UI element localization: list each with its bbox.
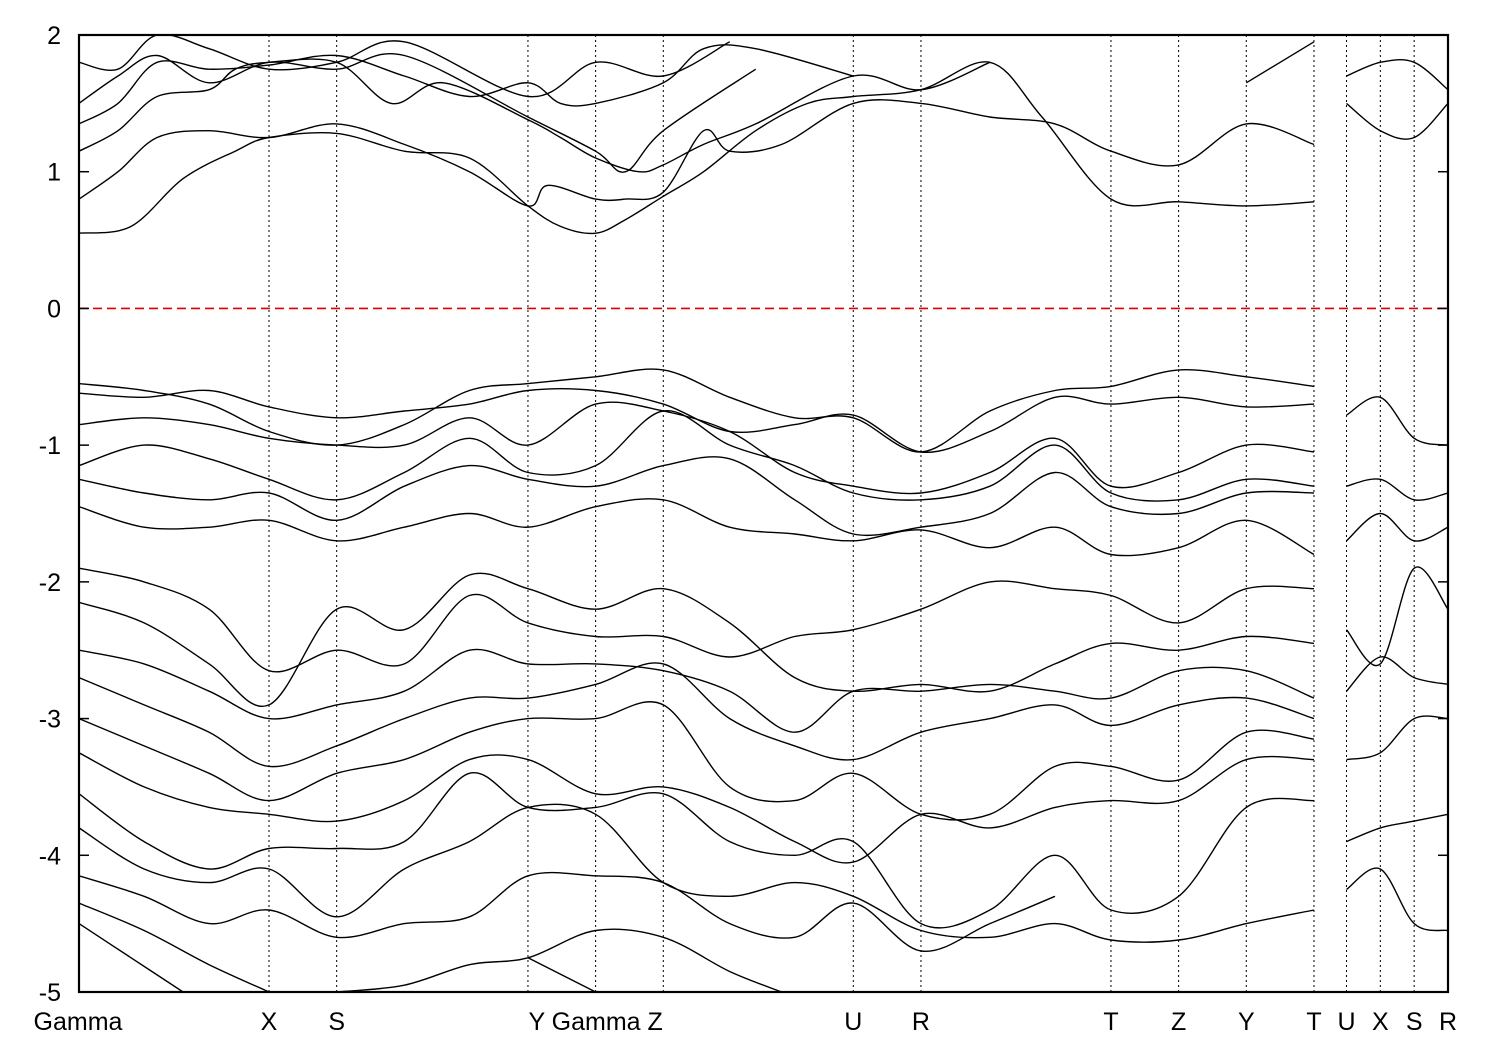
y-tick-label: 2 xyxy=(47,22,61,50)
band-line xyxy=(1346,512,1448,542)
x-kpoint-label: U xyxy=(844,1008,862,1036)
x-kpoint-label: Gamma xyxy=(34,1008,123,1036)
band-line xyxy=(79,401,1315,495)
x-kpoint-label: R xyxy=(912,1008,930,1036)
y-tick-label: -2 xyxy=(39,569,61,597)
band-line xyxy=(79,53,757,173)
x-kpoint-label: R xyxy=(1439,1008,1457,1036)
band-line xyxy=(527,957,596,992)
band-line xyxy=(1345,656,1448,692)
band-line xyxy=(79,368,1315,453)
band-line xyxy=(79,498,1315,557)
band-line xyxy=(1346,867,1448,932)
band-line xyxy=(79,923,184,992)
band-line xyxy=(1346,396,1448,446)
band-line xyxy=(336,928,782,992)
x-kpoint-label: U xyxy=(1337,1008,1355,1036)
x-kpoint-label: S xyxy=(1406,1008,1423,1036)
band-line xyxy=(79,902,270,992)
band-line xyxy=(79,648,1315,733)
y-tick-label: 0 xyxy=(47,295,61,323)
band-line xyxy=(79,567,1315,673)
band-line xyxy=(79,572,1315,708)
band-line xyxy=(1245,41,1315,84)
y-tick-label: -1 xyxy=(39,432,61,460)
band-line xyxy=(79,388,1315,454)
x-kpoint-label: X xyxy=(261,1008,278,1036)
x-kpoint-label: T xyxy=(1306,1008,1321,1036)
x-kpoint-label: Y xyxy=(1238,1008,1255,1036)
plot-frame xyxy=(77,33,1450,994)
band-line xyxy=(79,662,1315,768)
y-axis-tick-labels: 2 1 0 -1 -2 -3 -4 -5 xyxy=(39,22,61,1007)
band-line xyxy=(79,58,991,173)
band-line xyxy=(79,99,1315,207)
x-kpoint-label: T xyxy=(1103,1008,1118,1036)
band-line xyxy=(79,456,1315,537)
y-tick-label: 1 xyxy=(47,159,61,187)
band-line xyxy=(79,803,1315,943)
band-line xyxy=(79,701,1315,821)
y-tick-label: -3 xyxy=(39,706,61,734)
band-line xyxy=(1345,566,1448,667)
band-line xyxy=(79,35,731,98)
band-lines xyxy=(79,35,1448,992)
band-line xyxy=(1346,102,1448,140)
band-line xyxy=(79,44,854,125)
band-line xyxy=(1346,59,1448,91)
band-line xyxy=(79,410,1315,502)
y-tick-label: -5 xyxy=(39,979,61,1007)
y-tick-label: -4 xyxy=(39,842,61,870)
band-line xyxy=(79,772,1315,929)
band-line xyxy=(79,752,1315,864)
band-line xyxy=(1346,813,1448,843)
kpoint-divider-lines xyxy=(268,35,1415,992)
x-kpoint-label: X xyxy=(1372,1008,1389,1036)
band-line xyxy=(1346,478,1448,501)
x-kpoint-label: Y Gamma Z xyxy=(528,1008,662,1036)
y-axis-ticks xyxy=(79,34,1448,993)
band-line xyxy=(1346,715,1448,761)
x-kpoint-label: S xyxy=(328,1008,345,1036)
x-kpoint-label: Z xyxy=(1171,1008,1186,1036)
band-line xyxy=(79,871,1056,952)
